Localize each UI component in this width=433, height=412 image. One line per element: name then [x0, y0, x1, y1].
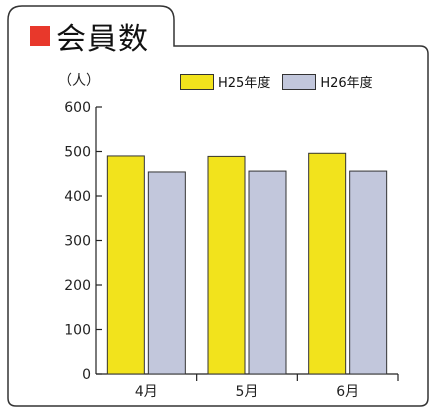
plot-area: 0 100 200 300 400 500 600 4月 5月 6月 — [64, 100, 399, 400]
bar-h25 — [106, 155, 145, 375]
y-tick-label: 0 — [82, 367, 91, 383]
chart-title: 会員数 — [30, 14, 149, 58]
legend-swatch-h26 — [282, 73, 317, 90]
y-tick-label: 300 — [64, 234, 91, 250]
bar-h26 — [248, 170, 287, 375]
y-tick-label: 200 — [64, 278, 91, 294]
x-tick-label: 4月 — [135, 384, 158, 400]
legend-item-h25: H25年度 — [180, 72, 270, 91]
y-axis-unit-label: （人） — [58, 73, 100, 89]
legend-label-h25: H25年度 — [218, 76, 271, 91]
legend-swatch-h25 — [180, 73, 214, 90]
y-tick-label: 100 — [64, 323, 91, 339]
title-marker-icon — [30, 26, 50, 46]
frame-border — [7, 5, 429, 407]
legend-label-h26: H26年度 — [320, 76, 373, 91]
bar-h26 — [349, 170, 388, 375]
x-tick-label: 6月 — [336, 384, 359, 400]
legend-item-h26: H26年度 — [282, 72, 373, 91]
x-tick-label: 5月 — [236, 384, 259, 400]
legend: H25年度 H26年度 — [180, 72, 385, 91]
bar-h25 — [207, 155, 246, 375]
bar-h25 — [308, 152, 347, 375]
y-tick-label: 500 — [64, 145, 91, 161]
y-tick-label: 600 — [64, 100, 91, 116]
chart-title-text: 会員数 — [56, 22, 149, 57]
y-tick-label: 400 — [64, 189, 91, 205]
bar-h26 — [147, 171, 186, 375]
